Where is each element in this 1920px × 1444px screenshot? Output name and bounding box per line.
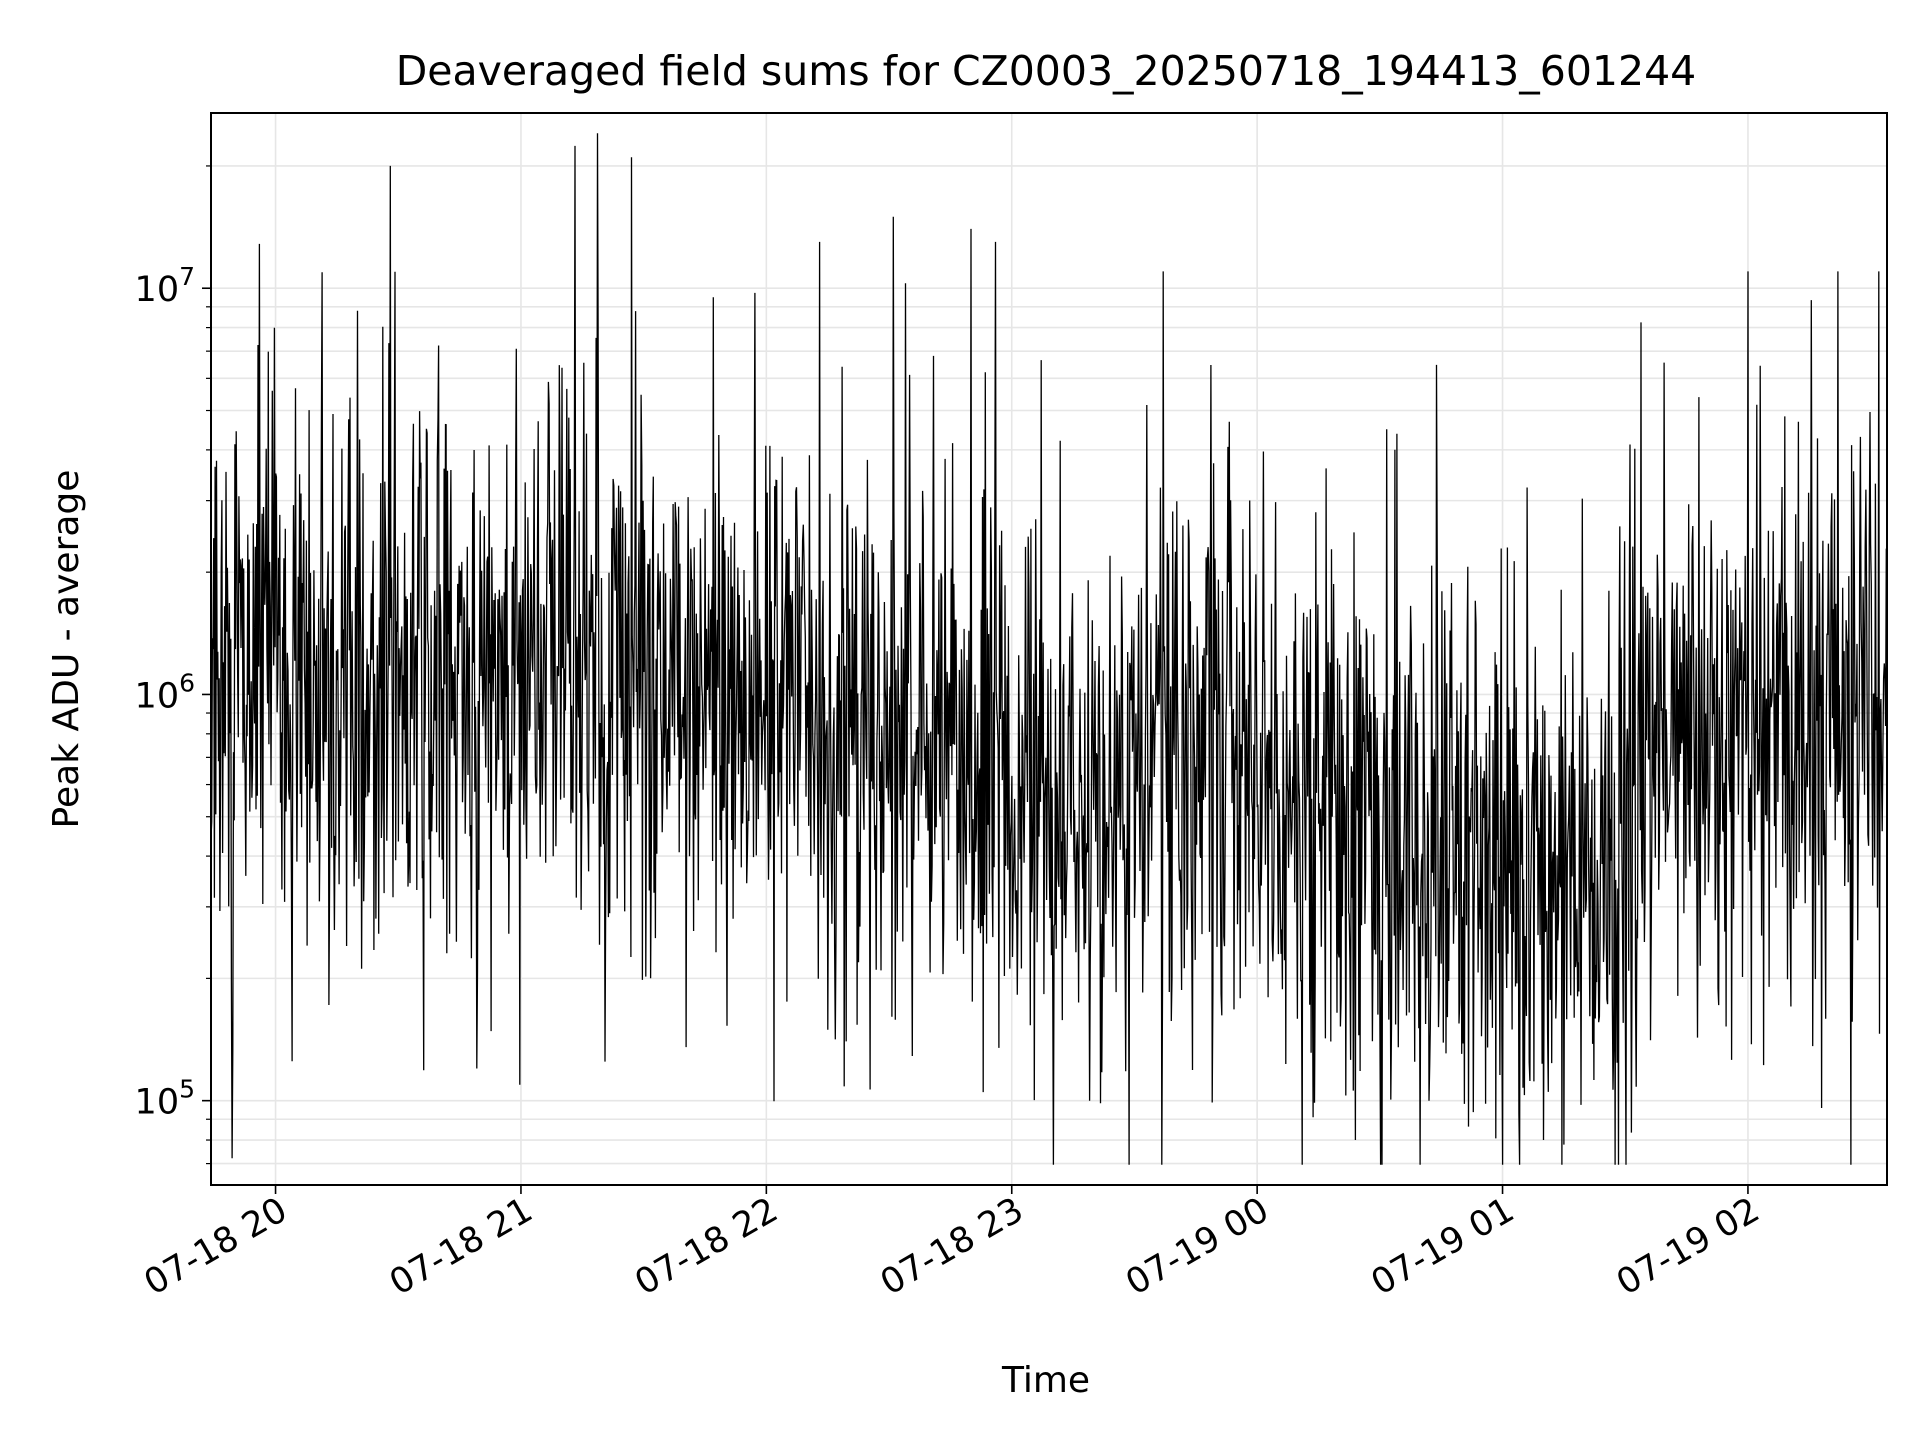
y-tick-base: 10 [135,1083,180,1123]
y-tick-exponent: 5 [179,1075,195,1104]
x-axis-label: Time [1001,1360,1090,1401]
y-tick-base: 10 [135,270,180,310]
y-tick-exponent: 7 [179,262,195,291]
plot-area [211,133,1887,1165]
y-tick-label: 106 [135,668,195,716]
y-tick-base: 10 [135,676,180,716]
y-tick-label: 107 [135,262,195,310]
y-axis-label: Peak ADU - average [46,470,87,829]
series-line [211,133,1887,1165]
plot-frame [210,112,1888,1186]
chart-title: Deaveraged field sums for CZ0003_2025071… [396,47,1697,95]
y-tick-exponent: 6 [179,668,195,697]
y-tick-label: 105 [135,1075,195,1123]
